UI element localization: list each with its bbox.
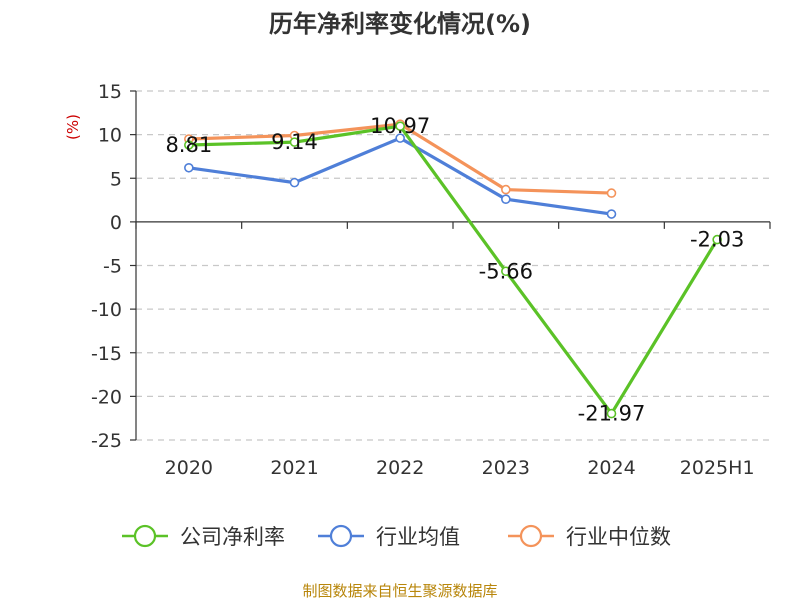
data-point (606, 408, 617, 419)
y-tick-label: 0 (110, 212, 122, 234)
y-tick-label: -10 (91, 299, 122, 321)
legend-label: 行业均值 (376, 525, 460, 549)
legend-marker (329, 524, 353, 548)
legend-label: 行业中位数 (566, 525, 671, 549)
y-tick-label: -5 (103, 256, 122, 278)
y-tick-label: -25 (91, 430, 122, 452)
data-point (395, 121, 405, 131)
y-tick-label: 15 (98, 81, 122, 103)
y-tick-label: -20 (91, 386, 122, 408)
data-point (501, 184, 511, 195)
series-line (188, 124, 719, 416)
data-label: 8.81 (165, 133, 212, 157)
data-label: -5.66 (479, 259, 533, 283)
data-point (501, 266, 511, 277)
data-point (289, 137, 300, 147)
y-tick-label: 5 (110, 168, 122, 190)
x-tick-label: 2023 (482, 457, 530, 479)
data-point (606, 209, 617, 219)
axes: 15 10 5 0 -5 -10 -15 -20 -25 2020 2021 2022 2023 2024… (91, 81, 771, 479)
chart-title: 历年净利率变化情况(%) (269, 10, 531, 38)
legend-marker (133, 524, 157, 548)
data-label: -2.03 (690, 228, 744, 252)
legend-label: 公司净利率 (180, 525, 285, 549)
x-tick-label: 2021 (270, 457, 318, 479)
data-point (184, 162, 194, 173)
grid-lines (136, 90, 770, 441)
legend-marker (519, 524, 543, 548)
x-tick-label: 2024 (587, 457, 635, 479)
x-tick-label: 2020 (165, 457, 213, 479)
source-note: 制图数据来自恒生聚源数据库 (302, 582, 497, 600)
legend: 公司净利率 行业均值 行业中位数 (122, 524, 671, 549)
series-line (188, 136, 612, 216)
data-point (712, 234, 722, 245)
data-point (289, 177, 300, 188)
data-point (606, 188, 617, 198)
data-label: -21.97 (578, 402, 646, 426)
x-tick-label: 2025H1 (680, 457, 755, 479)
y-tick-label: 10 (98, 125, 122, 147)
data-point (501, 194, 511, 204)
data-label: 10.97 (370, 114, 430, 138)
data-point (184, 140, 194, 150)
series-lines (184, 119, 722, 419)
y-axis-unit: (%) (64, 114, 82, 140)
y-tick-label: -15 (91, 343, 122, 365)
data-point (395, 133, 405, 143)
data-labels: 8.81 9.14 10.97 -5.66 -21.97 -2.03 (165, 114, 744, 425)
x-tick-label: 2022 (376, 457, 424, 479)
data-label: 9.14 (271, 130, 318, 154)
